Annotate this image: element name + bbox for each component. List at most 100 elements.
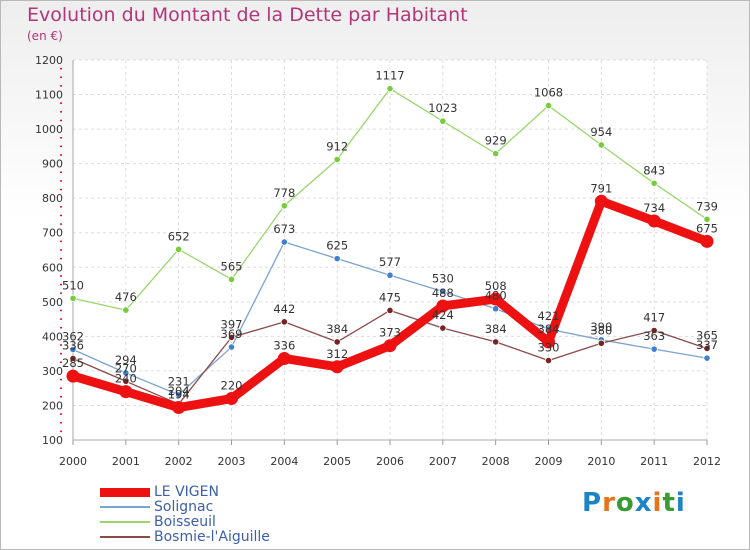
chart-title: Evolution du Montant de la Dette par Hab… xyxy=(27,4,468,26)
legend-item: Boisseuil xyxy=(100,514,320,530)
data-label: 508 xyxy=(485,279,507,293)
data-point xyxy=(703,344,711,353)
data-label: 1023 xyxy=(428,101,457,115)
data-label: 652 xyxy=(168,229,190,243)
data-point xyxy=(650,326,658,335)
data-label: 577 xyxy=(379,255,401,269)
x-tick-label: 2009 xyxy=(535,455,563,468)
data-label: 480 xyxy=(485,289,507,303)
x-tick-label: 2006 xyxy=(376,455,404,468)
data-label: 380 xyxy=(590,323,612,337)
data-label: 734 xyxy=(643,201,665,215)
data-label: 390 xyxy=(590,320,612,334)
data-point xyxy=(597,141,605,149)
data-point xyxy=(69,354,77,363)
data-label: 954 xyxy=(590,125,612,139)
data-label: 442 xyxy=(273,302,295,316)
legend-label: Bosmie-l'Aiguille xyxy=(154,529,270,545)
data-label: 1068 xyxy=(534,86,563,100)
data-point xyxy=(703,215,711,223)
legend-item: LE VIGEN xyxy=(100,484,320,500)
data-point xyxy=(175,245,183,253)
data-point xyxy=(386,271,394,279)
data-label: 843 xyxy=(643,163,665,177)
logo-letter: t xyxy=(662,488,676,518)
data-label: 365 xyxy=(696,328,718,342)
data-point xyxy=(439,287,447,296)
data-point xyxy=(66,369,80,383)
data-point xyxy=(386,306,394,315)
data-label: 337 xyxy=(696,338,718,352)
data-point xyxy=(439,324,447,332)
legend-swatch xyxy=(100,487,150,497)
data-label: 336 xyxy=(273,338,295,352)
y-tick-label: 200 xyxy=(42,399,63,412)
data-point xyxy=(280,318,288,326)
data-label: 362 xyxy=(62,329,84,343)
x-tick-label: 2011 xyxy=(640,455,668,468)
y-tick-label: 100 xyxy=(42,434,63,447)
data-point xyxy=(333,155,341,164)
chart-unit: (en €) xyxy=(27,29,63,43)
x-tick-label: 2003 xyxy=(218,455,246,468)
data-label: 791 xyxy=(590,181,612,195)
y-tick-label: 500 xyxy=(42,296,63,309)
data-point xyxy=(386,85,394,93)
data-label: 778 xyxy=(273,186,295,200)
data-label: 369 xyxy=(221,327,243,341)
data-label: 929 xyxy=(485,134,507,148)
x-tick-label: 2008 xyxy=(482,455,510,468)
y-tick-label: 1200 xyxy=(35,54,63,67)
logo-letter: i xyxy=(675,488,686,518)
data-label: 285 xyxy=(62,356,84,370)
x-tick-label: 2005 xyxy=(323,455,351,468)
data-label: 373 xyxy=(379,326,401,340)
x-tick-label: 2012 xyxy=(693,455,721,468)
data-point xyxy=(227,275,236,283)
legend-swatch xyxy=(100,506,150,508)
data-point xyxy=(280,238,288,246)
data-point xyxy=(227,333,236,341)
data-label: 270 xyxy=(115,361,137,375)
data-point xyxy=(703,354,711,362)
data-point xyxy=(436,299,450,313)
data-point xyxy=(69,294,77,302)
data-point xyxy=(122,369,130,377)
data-label: 673 xyxy=(273,222,295,236)
data-label: 739 xyxy=(696,199,718,213)
data-point xyxy=(439,117,447,125)
data-point xyxy=(333,255,341,263)
data-label: 510 xyxy=(62,278,84,292)
data-label: 240 xyxy=(115,372,137,386)
data-point xyxy=(122,306,130,314)
x-tick-label: 2004 xyxy=(270,455,298,468)
y-tick-label: 800 xyxy=(42,192,63,205)
data-point xyxy=(700,234,714,248)
y-tick-label: 600 xyxy=(42,261,63,274)
legend-label: Boisseuil xyxy=(154,514,216,530)
data-point xyxy=(333,338,341,346)
data-point xyxy=(597,339,605,347)
data-point xyxy=(489,292,503,306)
data-label: 475 xyxy=(379,290,401,304)
data-label: 476 xyxy=(115,290,137,304)
data-label: 488 xyxy=(432,286,454,300)
y-tick-label: 1000 xyxy=(35,123,63,136)
data-label: 220 xyxy=(221,379,243,393)
y-tick-label: 700 xyxy=(42,227,63,240)
legend-item: Bosmie-l'Aiguille xyxy=(100,529,320,545)
data-point xyxy=(492,338,500,346)
data-label: 625 xyxy=(326,239,348,253)
data-point xyxy=(277,351,291,365)
data-label: 363 xyxy=(643,329,665,343)
x-tick-label: 2007 xyxy=(429,455,457,468)
data-point xyxy=(544,102,553,110)
data-point xyxy=(647,214,661,228)
data-label: 312 xyxy=(326,347,348,361)
data-label: 384 xyxy=(326,322,348,336)
x-tick-label: 2000 xyxy=(59,455,87,468)
legend-swatch xyxy=(100,536,150,538)
data-point xyxy=(225,392,238,406)
data-point xyxy=(542,335,555,349)
